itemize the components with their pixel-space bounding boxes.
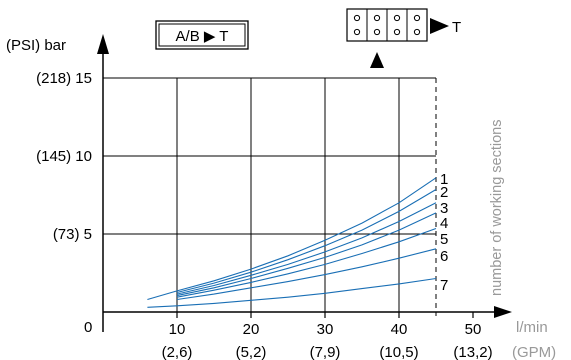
series-line-3 — [176, 202, 437, 295]
y-axis-arrow — [97, 34, 109, 54]
series-group — [147, 177, 437, 308]
x-tick-secondary-label: (13,2) — [453, 344, 492, 360]
right-axis-label: number of working sections — [489, 120, 505, 297]
grid — [103, 77, 474, 318]
path-label-box: A/B ▶ T — [155, 20, 249, 50]
series-label-7: 7 — [440, 277, 448, 294]
x-tick-label: 50 — [465, 321, 482, 338]
series-line-7 — [147, 277, 437, 308]
tank-arrow-icon — [430, 18, 449, 34]
axes — [97, 34, 512, 332]
origin-label: 0 — [84, 319, 92, 336]
x-tick-secondary-label: (2,6) — [162, 344, 193, 360]
y-tick-labels: (73) 5 (145) 10 (218) 15 — [36, 70, 92, 243]
x-tick-secondary-label: (10,5) — [379, 344, 418, 360]
series-line-6 — [176, 248, 437, 301]
series-label-2: 2 — [440, 184, 448, 201]
series-line-5 — [176, 227, 437, 298]
series-line-4 — [176, 212, 437, 297]
series-line-2 — [176, 189, 437, 294]
series-label-4: 4 — [440, 215, 448, 232]
series-label-6: 6 — [440, 248, 448, 265]
series-label-3: 3 — [440, 200, 448, 217]
valve-block-icon — [346, 8, 449, 68]
path-label: A/B ▶ T — [176, 28, 229, 45]
series-label-1: 1 — [440, 171, 448, 188]
x-tick-secondary-label: (7,9) — [310, 344, 341, 360]
tank-label: T — [452, 19, 461, 36]
pump-arrow-icon — [370, 52, 384, 68]
x-secondary-unit-label: (GPM) — [512, 344, 556, 360]
x-unit-label: l/min — [516, 319, 548, 336]
y-unit-label: (PSI) bar — [6, 37, 66, 54]
x-tick-label: 20 — [243, 321, 260, 338]
x-tick-label: 40 — [391, 321, 408, 338]
x-axis-arrow — [494, 306, 512, 318]
y-tick-label: (145) 10 — [36, 148, 92, 165]
x-tick-label: 30 — [317, 321, 334, 338]
x-tick-labels: 10 (2,6) 20 (5,2) 30 (7,9) 40 (10,5) 50 (13,2) — [162, 321, 493, 360]
series-label-5: 5 — [440, 231, 448, 248]
y-tick-label: (218) 15 — [36, 70, 92, 87]
x-tick-label: 10 — [169, 321, 186, 338]
series-line-1 — [147, 177, 437, 301]
y-tick-label: (73) 5 — [53, 226, 92, 243]
x-tick-secondary-label: (5,2) — [236, 344, 267, 360]
